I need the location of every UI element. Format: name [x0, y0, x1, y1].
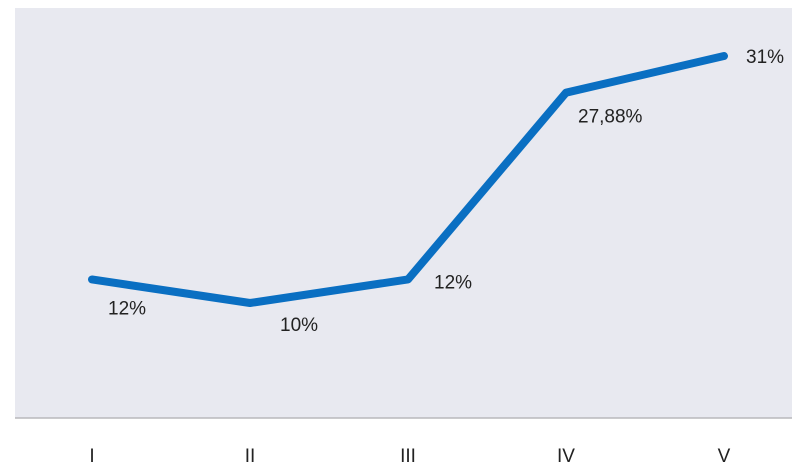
data-label: 12% [434, 272, 472, 293]
x-tick-label: I [89, 446, 94, 466]
line [88, 52, 728, 307]
plot-area [15, 8, 792, 418]
data-label: 31% [746, 47, 784, 68]
x-tick-label: II [245, 446, 256, 466]
data-label: 12% [108, 298, 146, 319]
data-label: 27,88% [578, 107, 643, 128]
x-tick-label: III [400, 446, 416, 466]
x-tick-label: IV [557, 446, 575, 466]
data-label: 10% [280, 315, 318, 336]
x-tick-label: V [718, 446, 731, 466]
